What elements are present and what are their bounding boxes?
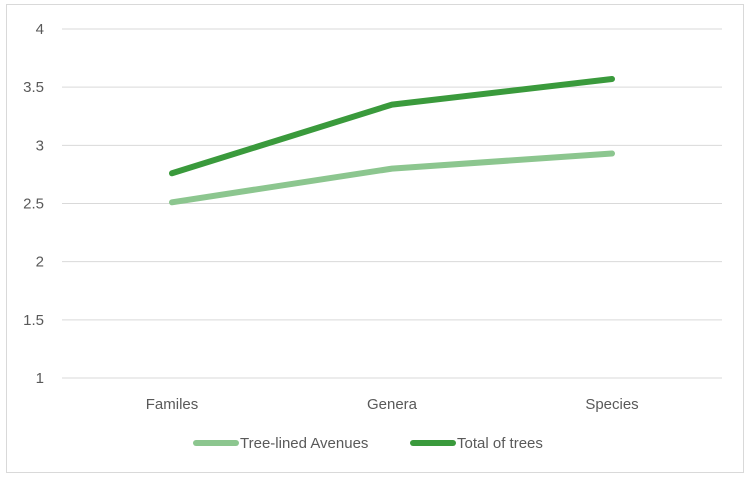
- x-tick-label: Familes: [146, 396, 199, 413]
- x-axis-tick-labels: Familes Genera Species: [146, 396, 639, 413]
- series-lines: [169, 76, 615, 206]
- gridlines: [62, 28, 722, 379]
- y-tick-label: 2: [36, 254, 44, 271]
- legend-label: Tree-lined Avenues: [240, 435, 368, 452]
- y-axis-tick-labels: 1 1.5 2 2.5 3 3.5 4: [23, 21, 44, 387]
- legend-label: Total of trees: [457, 435, 543, 452]
- y-tick-label: 3.5: [23, 79, 44, 96]
- chart-frame: [6, 4, 744, 473]
- y-tick-label: 4: [36, 21, 44, 38]
- y-tick-label: 1.5: [23, 312, 44, 329]
- x-tick-label: Species: [585, 396, 638, 413]
- series-line-0: [169, 150, 615, 206]
- series-line-1: [169, 76, 615, 177]
- y-tick-label: 2.5: [23, 196, 44, 213]
- x-tick-label: Genera: [367, 396, 418, 413]
- y-tick-label: 3: [36, 137, 44, 154]
- y-tick-label: 1: [36, 370, 44, 387]
- legend: Tree-lined Avenues Total of trees: [193, 435, 543, 452]
